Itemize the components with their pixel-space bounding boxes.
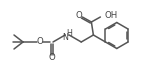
Text: O: O xyxy=(49,54,55,62)
Text: H: H xyxy=(66,29,72,39)
Text: N: N xyxy=(62,33,68,41)
Text: O: O xyxy=(76,11,83,20)
Text: OH: OH xyxy=(104,11,118,20)
Text: O: O xyxy=(37,38,43,46)
